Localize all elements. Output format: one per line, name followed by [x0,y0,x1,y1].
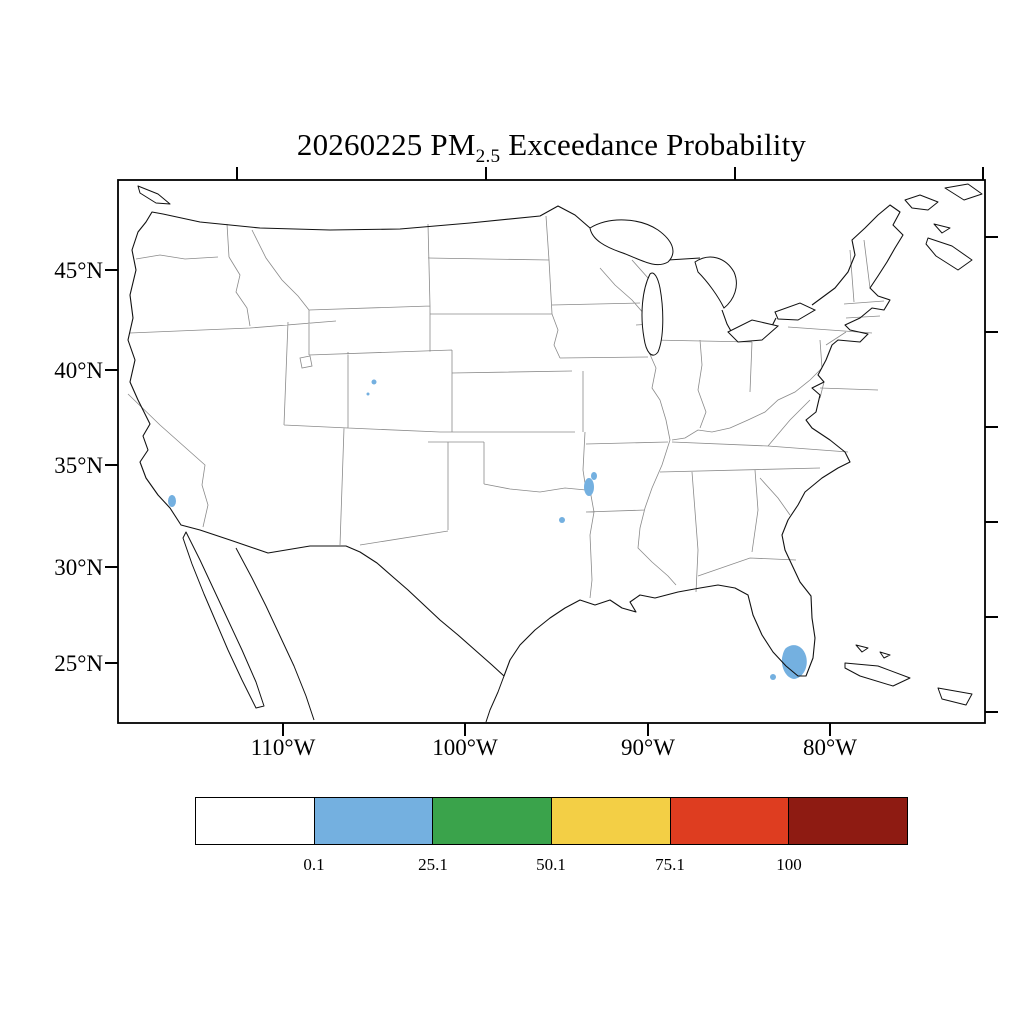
colorbar-label: 50.1 [536,855,566,874]
lon-tick-label: 100°W [432,735,498,760]
chart-title: 20260225 PM2.5 Exceedance Probability [118,127,985,168]
colorbar-cell [313,797,434,845]
exceedance-region-wyoming [371,379,377,385]
lon-tick-label: 90°W [621,735,675,760]
lat-tick-label: 25°N [54,651,103,676]
colorbar-label: 75.1 [655,855,685,874]
us-coastline [127,204,904,677]
chart-title-suffix: Exceedance Probability [500,126,807,162]
colorbar-cell [669,797,790,845]
colorbar [195,797,909,845]
colorbar-cell [432,797,553,845]
lat-tick-label: 40°N [54,358,103,383]
great-lakes [589,219,817,356]
exceedance-region-wyoming-small [366,392,370,396]
exceedance-region-florida-dot [770,674,776,680]
colorbar-label: 100 [776,855,802,874]
lat-tick-label: 35°N [54,453,103,478]
lat-tick-label: 45°N [54,258,103,283]
exceedance-region-arkansas-north [591,472,597,480]
exceedance-region-ar-ok-tx [559,517,565,523]
colorbar-label: 0.1 [303,855,325,874]
map-frame [117,179,986,724]
tick-marks [105,167,998,736]
colorbar-label: 25.1 [418,855,448,874]
exceedance-region-socal-coast [168,495,176,507]
lon-tick-label: 80°W [803,735,857,760]
colorbar-cell [788,797,909,845]
lat-tick-label: 30°N [54,555,103,580]
foreign-coastlines [137,183,983,723]
chart-title-prefix: 20260225 PM [296,126,476,162]
exceedance-region-arkansas [584,478,594,496]
colorbar-cell [195,797,315,845]
exceedance-region-south-florida [781,645,807,679]
state-borders [127,215,885,599]
chart-title-subscript: 2.5 [475,145,501,167]
exceedance-regions [168,379,807,680]
colorbar-cell [551,797,671,845]
lon-tick-label: 110°W [251,735,316,760]
